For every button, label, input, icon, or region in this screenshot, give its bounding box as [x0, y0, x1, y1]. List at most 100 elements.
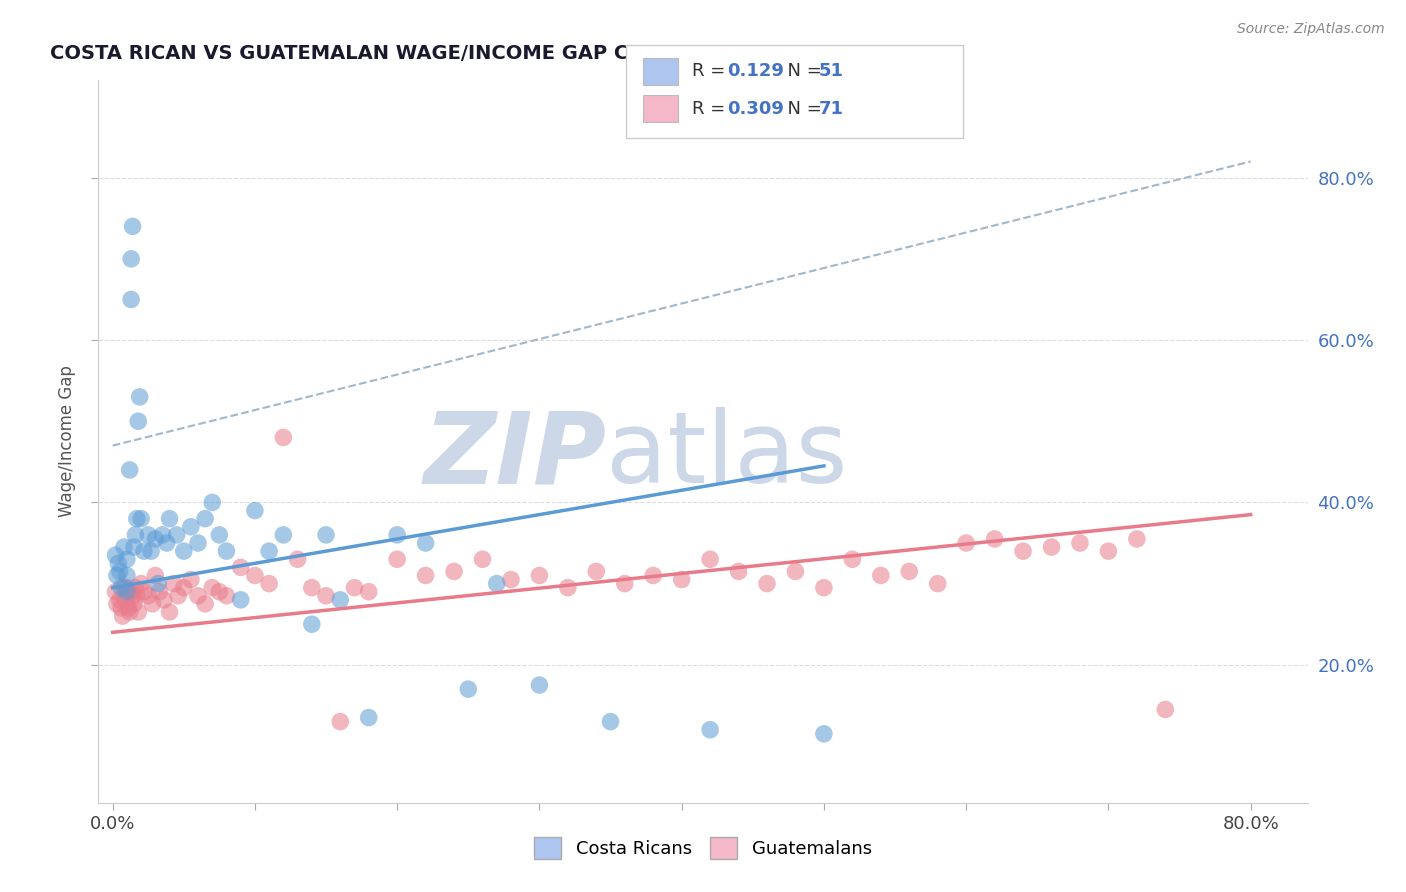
Point [557, 581, 579, 595]
Point [257, 544, 280, 558]
Text: 71: 71 [818, 100, 844, 118]
Point [149, 584, 172, 599]
Point [1069, 536, 1091, 550]
Point [173, 581, 195, 595]
Text: COSTA RICAN VS GUATEMALAN WAGE/INCOME GAP CORRELATION CHART: COSTA RICAN VS GUATEMALAN WAGE/INCOME GA… [51, 45, 848, 63]
Point [180, 520, 202, 534]
Point [125, 511, 148, 525]
Point [105, 597, 128, 611]
Point [122, 540, 145, 554]
Point [756, 576, 779, 591]
Text: ZIP: ZIP [423, 408, 606, 505]
Point [727, 565, 749, 579]
Point [329, 592, 352, 607]
Point [115, 568, 138, 582]
Point [1040, 540, 1063, 554]
Point [273, 528, 295, 542]
Point [471, 552, 494, 566]
Point [111, 609, 134, 624]
Point [813, 581, 835, 595]
Text: 0.309: 0.309 [727, 100, 783, 118]
Point [415, 536, 437, 550]
Point [699, 552, 721, 566]
Point [869, 568, 891, 582]
Point [208, 528, 231, 542]
Point [983, 532, 1005, 546]
Point [485, 576, 508, 591]
Point [121, 219, 143, 234]
Point [357, 710, 380, 724]
Point [643, 568, 665, 582]
Point [315, 528, 337, 542]
Point [136, 528, 159, 542]
Point [143, 568, 166, 582]
Point [115, 552, 138, 566]
Point [163, 576, 186, 591]
Point [1097, 544, 1119, 558]
Point [107, 557, 129, 571]
Point [187, 536, 209, 550]
Point [699, 723, 721, 737]
Point [129, 576, 152, 591]
Text: 0.129: 0.129 [727, 62, 783, 80]
Text: Source: ZipAtlas.com: Source: ZipAtlas.com [1237, 22, 1385, 37]
Point [443, 565, 465, 579]
Point [385, 552, 408, 566]
Text: R =: R = [692, 62, 731, 80]
Point [385, 528, 408, 542]
Text: R =: R = [692, 100, 731, 118]
Point [159, 605, 181, 619]
Point [229, 592, 252, 607]
Point [529, 568, 551, 582]
Text: N =: N = [776, 100, 828, 118]
Point [114, 592, 136, 607]
Point [173, 544, 195, 558]
Point [118, 463, 141, 477]
Point [415, 568, 437, 582]
Point [813, 727, 835, 741]
Point [120, 252, 142, 266]
Point [124, 528, 146, 542]
Point [118, 605, 141, 619]
Point [1012, 544, 1035, 558]
Point [124, 581, 146, 595]
Point [132, 584, 155, 599]
Point [841, 552, 863, 566]
Point [110, 601, 132, 615]
Point [104, 548, 127, 562]
Point [194, 511, 217, 525]
Point [127, 605, 149, 619]
Point [120, 584, 142, 599]
Text: N =: N = [776, 62, 828, 80]
Point [167, 589, 190, 603]
Point [159, 511, 181, 525]
Point [187, 589, 209, 603]
Point [273, 430, 295, 444]
Point [287, 552, 309, 566]
Point [117, 601, 139, 615]
Point [141, 597, 163, 611]
Point [201, 581, 224, 595]
Text: 51: 51 [818, 62, 844, 80]
Point [613, 576, 636, 591]
Point [108, 565, 131, 579]
Legend: Costa Ricans, Guatemalans: Costa Ricans, Guatemalans [527, 830, 879, 866]
Point [257, 576, 280, 591]
Point [955, 536, 977, 550]
Point [112, 581, 135, 595]
Point [139, 544, 162, 558]
Point [529, 678, 551, 692]
Point [315, 589, 337, 603]
Point [152, 528, 174, 542]
Point [115, 584, 138, 599]
Point [146, 576, 169, 591]
Point [115, 581, 138, 595]
Point [1126, 532, 1149, 546]
Point [105, 568, 128, 582]
Point [112, 540, 135, 554]
Point [208, 584, 231, 599]
Point [301, 617, 323, 632]
Point [104, 584, 127, 599]
Point [229, 560, 252, 574]
Point [357, 584, 380, 599]
